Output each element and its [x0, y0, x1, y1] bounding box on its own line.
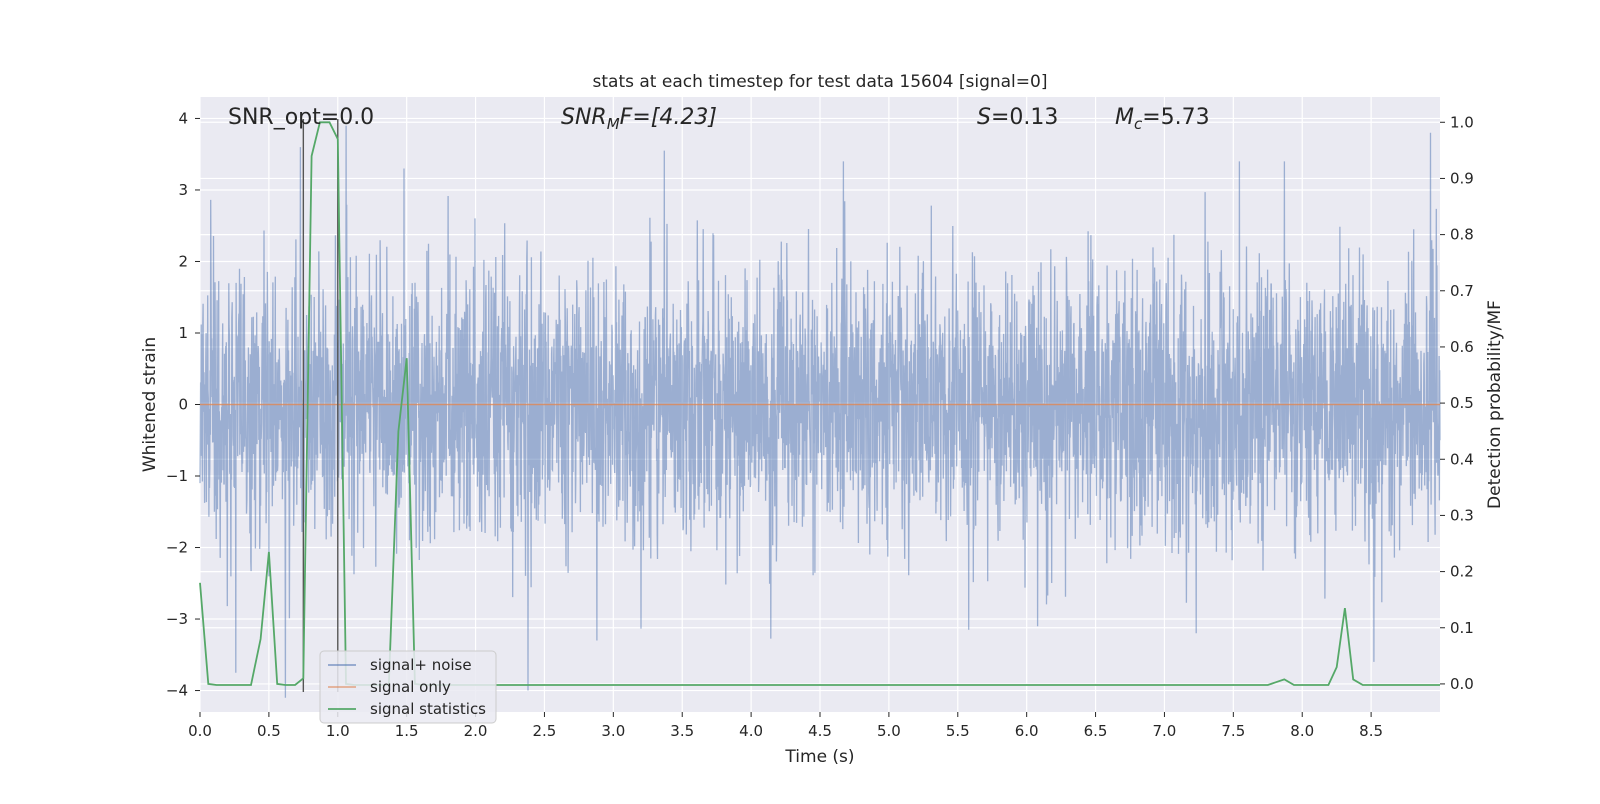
x-tick-label: 1.5 — [395, 722, 419, 740]
legend-box — [319, 650, 497, 724]
annotation-snr-opt: SNR_opt=0.0 — [228, 105, 374, 130]
stats-layer — [199, 121, 1440, 686]
x-tick-label: 4.0 — [739, 722, 763, 740]
chart-title: stats at each timestep for test data 156… — [593, 72, 1048, 92]
y2-tick-label: 0.8 — [1450, 226, 1474, 244]
y2-tick-label: 0.3 — [1450, 506, 1474, 524]
annotation-s-symbol: S — [977, 105, 991, 130]
y2-tick-label: 0.4 — [1450, 450, 1474, 468]
y2-tick-label: 0.0 — [1450, 675, 1474, 693]
x-tick-label: 2.5 — [533, 722, 557, 740]
axes-layer: 0.0 0.5 1.0 1.5 2.0 2.5 3.0 3.5 4.0 4.5 5.0 5.5 6.0 6… — [166, 109, 1474, 740]
annotation-mc: Mc=5.73 — [1115, 105, 1210, 133]
x-tick-label: 3.5 — [670, 722, 694, 740]
x-tick-label: 7.5 — [1221, 722, 1245, 740]
y2-tick-label: 0.6 — [1450, 338, 1474, 356]
y-tick-label: −2 — [166, 539, 188, 557]
y2-tick-label: 0.5 — [1450, 394, 1474, 412]
y-tick-label: −3 — [166, 610, 188, 628]
vertical-markers — [302, 119, 339, 692]
x-tick-label: 3.0 — [601, 722, 625, 740]
y-tick-label: 2 — [178, 252, 188, 270]
y-tick-label: −1 — [166, 467, 188, 485]
annotation-snr-mf-sub: M — [607, 115, 620, 133]
y-tick-label: 3 — [178, 181, 188, 199]
annotation-mc-value: =5.73 — [1142, 105, 1209, 130]
y2-tick-label: 0.9 — [1450, 169, 1474, 187]
y-axis-label: Whitened strain — [140, 337, 160, 472]
legend-label-signal-statistics: signal statistics — [370, 700, 486, 718]
y2-tick-label: 1.0 — [1450, 113, 1474, 131]
annotation-snr-mf-main: SNR — [561, 105, 607, 130]
x-axis-label: Time (s) — [784, 747, 854, 767]
x-tick-label: 7.0 — [1153, 722, 1177, 740]
x-tick-label: 5.0 — [877, 722, 901, 740]
annotation-s: S=0.13 — [977, 105, 1058, 130]
legend-label-signal-noise: signal+ noise — [370, 656, 472, 674]
x-tick-label: 0.5 — [257, 722, 281, 740]
annotation-mc-symbol: M — [1115, 105, 1134, 130]
x-tick-label: 6.5 — [1084, 722, 1108, 740]
x-tick-label: 4.5 — [808, 722, 832, 740]
y2-tick-label: 0.1 — [1450, 619, 1474, 637]
y-tick-label: 0 — [178, 396, 188, 414]
y-tick-label: 1 — [178, 324, 188, 342]
y2-axis-label: Detection probability/MF — [1485, 300, 1505, 509]
x-tick-label: 5.5 — [946, 722, 970, 740]
x-tick-label: 0.0 — [188, 722, 212, 740]
annotation-snr-mf: SNRMF=[4.23] — [561, 105, 717, 133]
x-tick-label: 2.0 — [464, 722, 488, 740]
annotation-snr-mf-rest: F=[4.23] — [620, 105, 717, 130]
y2-tick-label: 0.2 — [1450, 563, 1474, 581]
series-signal-statistics — [199, 121, 1440, 686]
y-tick-label: 4 — [178, 109, 188, 127]
annotation-s-value: =0.13 — [991, 105, 1058, 130]
x-tick-label: 6.0 — [1015, 722, 1039, 740]
x-tick-label: 8.0 — [1290, 722, 1314, 740]
legend-label-signal-only: signal only — [370, 678, 451, 696]
y-tick-label: −4 — [166, 682, 188, 700]
x-tick-label: 8.5 — [1359, 722, 1383, 740]
annotation-mc-sub: c — [1134, 115, 1143, 133]
x-tick-label: 1.0 — [326, 722, 350, 740]
y2-tick-label: 0.7 — [1450, 282, 1474, 300]
legend: signal+ noise signal only signal statist… — [319, 650, 497, 724]
